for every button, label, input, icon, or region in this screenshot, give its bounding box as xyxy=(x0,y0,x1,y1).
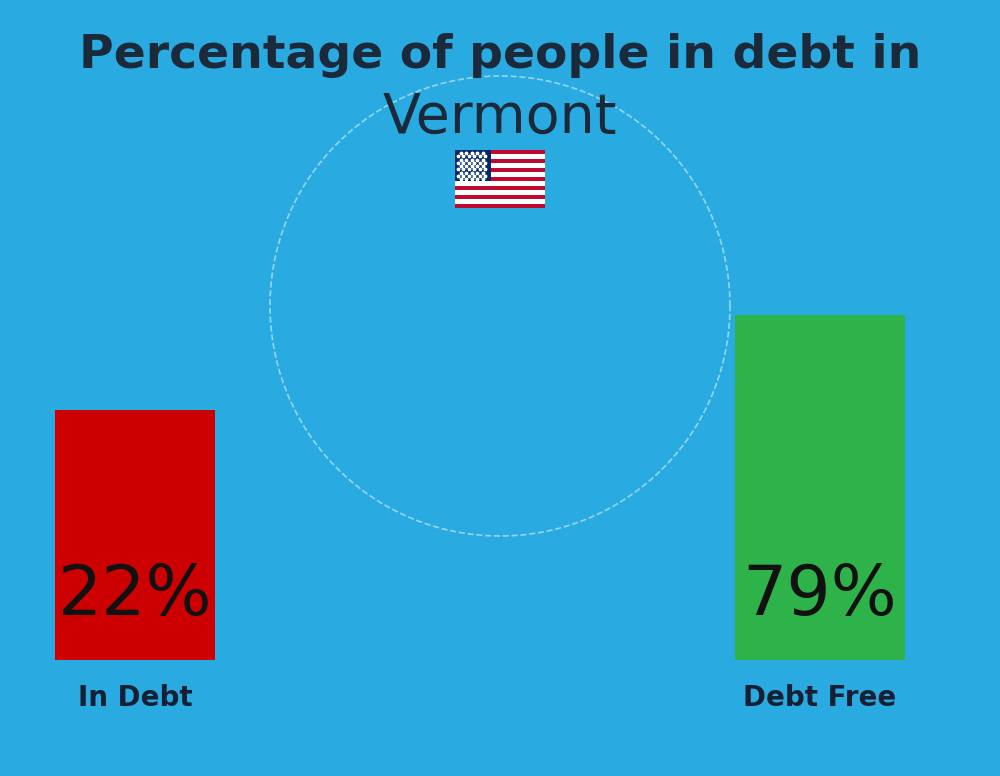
Text: 79%: 79% xyxy=(743,562,897,629)
Bar xyxy=(455,203,545,208)
Text: Percentage of people in debt in: Percentage of people in debt in xyxy=(79,33,921,78)
Bar xyxy=(55,410,215,660)
Bar xyxy=(735,315,905,660)
Bar xyxy=(455,150,491,182)
Bar xyxy=(455,159,545,164)
Text: Vermont: Vermont xyxy=(383,91,617,145)
Bar xyxy=(455,195,545,199)
Text: In Debt: In Debt xyxy=(78,684,192,712)
Bar xyxy=(455,168,545,172)
Bar xyxy=(455,177,545,182)
Bar xyxy=(455,150,545,154)
Bar xyxy=(455,185,545,190)
Text: 22%: 22% xyxy=(58,562,212,629)
Text: Debt Free: Debt Free xyxy=(743,684,897,712)
Bar xyxy=(455,150,545,208)
